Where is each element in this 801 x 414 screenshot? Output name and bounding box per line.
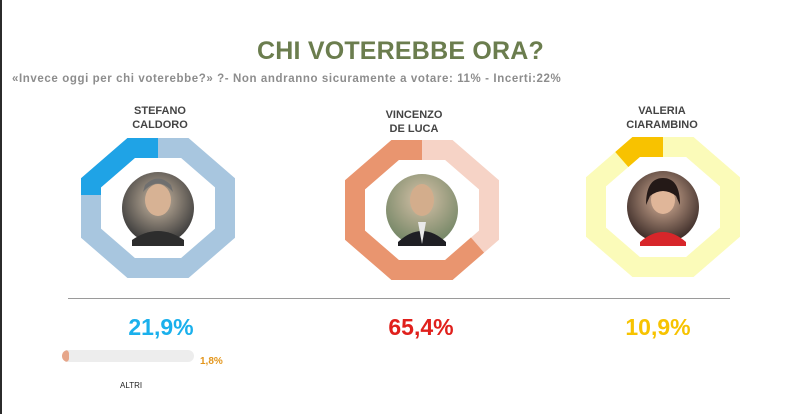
candidate-last-name: DE LUCA	[389, 123, 439, 135]
candidate-last-name: CALDORO	[132, 119, 188, 131]
value-label-de-luca: 65,4%	[388, 314, 454, 340]
ring-value-arc	[345, 140, 485, 280]
candidate-name-de-luca: VINCENZO DE LUCA	[334, 108, 494, 136]
candidate-name-caldoro: STEFANO CALDORO	[80, 104, 240, 132]
candidate-first-name: VINCENZO	[385, 109, 443, 121]
candidate-photo-ciarambino	[627, 171, 699, 246]
others-bar-track	[62, 350, 194, 362]
ring-track	[586, 137, 740, 277]
chart-subtitle: «Invece oggi per chi voterebbe?» ?- Non …	[12, 73, 562, 85]
others-bar-fill	[62, 350, 69, 362]
value-label-ciarambino: 10,9%	[625, 314, 691, 340]
candidate-first-name: VALERIA	[638, 105, 686, 117]
candidate-photo-caldoro	[122, 172, 194, 246]
candidate-photo-de-luca	[386, 174, 458, 246]
candidate-first-name: STEFANO	[134, 105, 186, 117]
ring-value-arc	[81, 138, 158, 195]
chart-title: CHI VOTEREBBE ORA?	[257, 37, 544, 65]
value-label-caldoro: 21,9%	[128, 314, 194, 340]
others-label: ALTRI	[120, 381, 143, 390]
candidate-last-name: CIARAMBINO	[626, 119, 698, 131]
left-border-line	[0, 0, 2, 414]
others-value-label: 1,8%	[200, 356, 223, 367]
chart-baseline	[68, 298, 730, 299]
ring-value-arc	[615, 137, 663, 168]
candidate-name-ciarambino: VALERIA CIARAMBINO	[582, 104, 742, 132]
ring-chart	[81, 137, 740, 280]
